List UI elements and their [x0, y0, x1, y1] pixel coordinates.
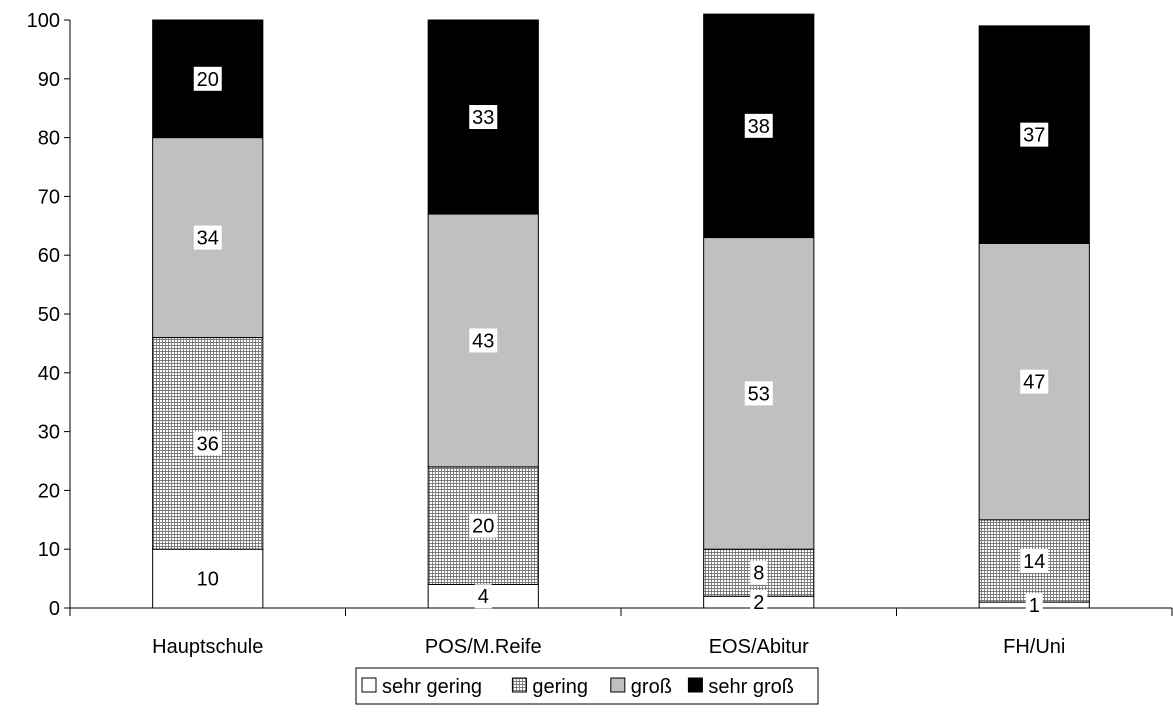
y-tick-label: 80 — [38, 128, 60, 150]
data-label: 33 — [472, 107, 494, 129]
data-label: 10 — [197, 569, 219, 591]
data-label-bg — [750, 560, 768, 585]
data-label: 47 — [1023, 372, 1045, 394]
y-tick-label: 0 — [49, 598, 60, 620]
data-label: 36 — [197, 433, 219, 455]
data-label-bg — [193, 66, 222, 91]
legend-swatch-2 — [511, 677, 527, 693]
data-labels-layer: 10 36 34 20 4 20 43 33 2 8 53 38 1 14 47 37 — [193, 66, 1049, 618]
y-tick-label: 30 — [38, 422, 60, 444]
data-label: 38 — [748, 116, 770, 138]
data-label-bg — [469, 328, 498, 353]
data-label-bg — [1020, 548, 1049, 573]
y-tick-label: 100 — [27, 10, 60, 32]
x-tick-label: FH/Uni — [1003, 636, 1065, 658]
legend-label-4: sehr groß — [708, 676, 794, 698]
y-tick-label: 10 — [38, 539, 60, 561]
y-tick-label: 40 — [38, 363, 60, 385]
legend-label-3: groß — [631, 676, 672, 698]
data-label: 14 — [1023, 551, 1045, 573]
legend-swatch-4 — [687, 677, 703, 693]
data-label: 8 — [753, 563, 764, 585]
data-label-bg — [474, 584, 492, 609]
data-label-bg — [1020, 122, 1049, 147]
data-label-bg — [193, 225, 222, 250]
bars-layer — [152, 13, 1090, 609]
data-label: 2 — [753, 592, 764, 614]
y-tick-label: 70 — [38, 186, 60, 208]
legend: sehr gering gering groß sehr groß — [355, 667, 819, 705]
data-label: 20 — [197, 69, 219, 91]
y-tick-label: 50 — [38, 304, 60, 326]
axes-layer: Hauptschule POS/M.Reife EOS/Abitur FH/Uni 0 1… — [27, 10, 1173, 658]
y-tick-label: 20 — [38, 480, 60, 502]
y-tick-label: 60 — [38, 245, 60, 267]
x-tick-label: Hauptschule — [152, 636, 263, 658]
data-label: 34 — [197, 228, 219, 250]
data-label-bg — [1025, 593, 1043, 618]
y-tick-label: 90 — [38, 69, 60, 91]
legend-swatch-1 — [361, 677, 377, 693]
data-label-bg — [469, 513, 498, 538]
data-label-bg — [744, 381, 773, 406]
legend-label-1: sehr gering — [382, 676, 482, 698]
legend-label-2: gering — [532, 676, 588, 698]
x-tick-label: POS/M.Reife — [425, 636, 542, 658]
legend-swatch-3 — [610, 677, 626, 693]
data-label-bg — [1020, 369, 1049, 394]
data-label: 53 — [748, 383, 770, 405]
data-label-bg — [469, 105, 498, 130]
data-label: 1 — [1029, 595, 1040, 617]
data-label: 43 — [472, 330, 494, 352]
x-tick-label: EOS/Abitur — [709, 636, 809, 658]
data-label: 4 — [478, 586, 489, 608]
data-label: 20 — [472, 516, 494, 538]
legend-box — [355, 667, 819, 705]
data-label-bg — [744, 113, 773, 138]
data-label: 37 — [1023, 125, 1045, 147]
data-label-bg — [750, 590, 768, 615]
data-label-bg — [193, 566, 222, 591]
data-label-bg — [193, 431, 222, 456]
